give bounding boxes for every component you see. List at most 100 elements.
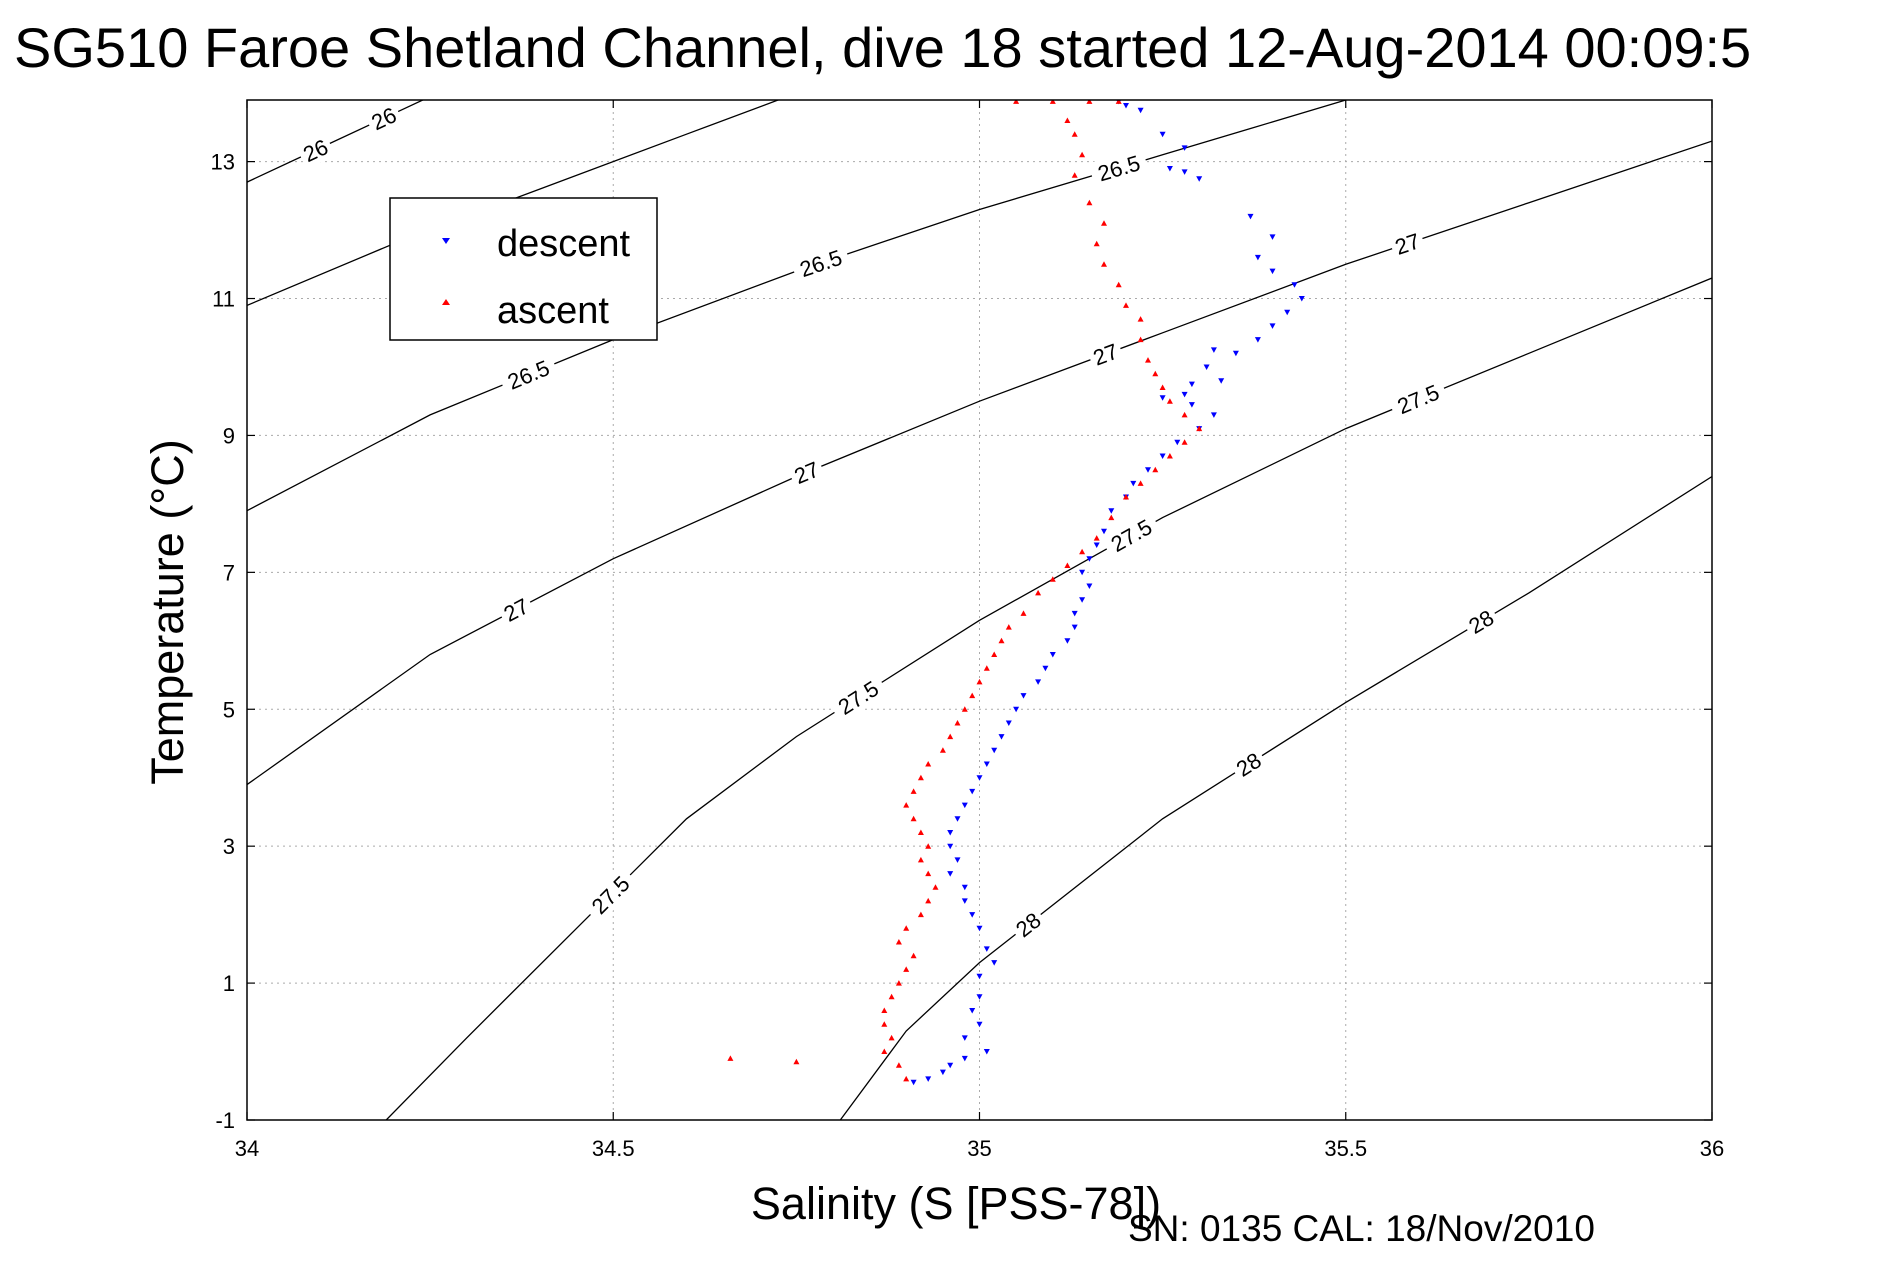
descent-point <box>1181 145 1188 151</box>
ascent-point <box>947 733 954 740</box>
legend: descent ascent <box>389 197 658 341</box>
x-tick-label: 34 <box>235 1136 259 1161</box>
ascent-point <box>1093 240 1100 247</box>
ascent-point <box>925 843 932 849</box>
descent-point <box>998 734 1005 740</box>
descent-point <box>1123 103 1129 109</box>
descent-point <box>983 761 990 767</box>
ascent-point <box>888 1034 895 1041</box>
ascent-point <box>939 747 946 753</box>
x-tick-label: 36 <box>1700 1136 1724 1161</box>
descent-point <box>976 994 983 1000</box>
ascent-point <box>932 884 939 890</box>
ascent-point <box>895 1062 902 1068</box>
descent-point <box>1071 624 1078 631</box>
descent-point <box>983 946 990 952</box>
ascent-point <box>881 1048 888 1054</box>
contour-label-backdrop <box>1228 744 1269 784</box>
ascent-point <box>961 706 968 712</box>
ascent-point <box>910 788 917 794</box>
descent-point <box>961 898 968 904</box>
descent-point <box>1298 296 1305 302</box>
descent-point <box>1210 412 1217 418</box>
ascent-point <box>1093 535 1100 541</box>
descent-point <box>1086 583 1093 589</box>
ascent-point <box>917 856 924 863</box>
descent-point <box>1042 665 1049 672</box>
ascent-point <box>1166 398 1173 404</box>
ascent-point <box>1049 100 1056 104</box>
ascent-point <box>881 1007 888 1013</box>
descent-point <box>1071 610 1078 617</box>
ascent-point <box>1020 610 1027 616</box>
data-points <box>727 100 1305 1086</box>
contour-label-backdrop <box>363 99 404 137</box>
legend-marker-ascent <box>442 299 450 305</box>
contour-label-backdrop <box>1085 336 1125 372</box>
contour-label-backdrop <box>581 865 640 924</box>
ascent-point <box>998 637 1005 644</box>
ascent-point <box>903 966 910 972</box>
ascent-point <box>1035 589 1042 596</box>
descent-point <box>961 1035 968 1041</box>
contour-label-group: 27 <box>1387 226 1427 262</box>
ascent-point <box>1071 172 1078 178</box>
ascent-point <box>917 829 924 835</box>
ascent-point <box>1064 562 1071 568</box>
ascent-point <box>1079 151 1086 158</box>
descent-point <box>1254 254 1261 261</box>
contour-label-backdrop <box>1088 147 1150 189</box>
ascent-point <box>1166 453 1173 459</box>
descent-point <box>976 973 983 980</box>
ascent-point <box>983 665 990 671</box>
descent-point <box>1188 402 1195 408</box>
ascent-point <box>917 774 924 781</box>
contour-label-backdrop <box>495 590 537 629</box>
descent-point <box>954 816 961 822</box>
ascent-point <box>954 720 961 726</box>
density-contour <box>839 475 1712 1120</box>
ascent-point <box>1181 411 1188 418</box>
density-contour <box>247 100 780 306</box>
contour-label-backdrop <box>497 351 560 398</box>
x-tick-label: 35.5 <box>1324 1136 1367 1161</box>
descent-point <box>947 843 954 850</box>
ascent-point <box>1005 624 1012 630</box>
descent-point <box>1079 569 1086 576</box>
descent-point <box>1101 528 1107 535</box>
descent-point <box>1159 131 1166 138</box>
serial-calibration-note: SN: 0135 CAL: 18/Nov/2010 <box>1128 1208 1595 1249</box>
descent-point <box>1130 480 1137 487</box>
ascent-point <box>1049 576 1056 582</box>
ascent-point <box>1079 548 1086 555</box>
y-tick-label: 11 <box>212 287 235 312</box>
descent-point <box>1269 323 1276 329</box>
ascent-point <box>925 897 932 904</box>
descent-point <box>976 925 983 932</box>
contour-label-backdrop <box>786 454 827 491</box>
ascent-point <box>1101 220 1107 226</box>
ascent-point <box>1071 131 1078 137</box>
density-contour <box>247 140 1712 786</box>
y-tick-label: 7 <box>223 560 235 585</box>
density-contour <box>247 100 425 183</box>
contour-label-backdrop <box>1387 376 1449 422</box>
contour-label-backdrop <box>1460 602 1502 641</box>
descent-point <box>1159 453 1166 459</box>
descent-point <box>1269 268 1276 275</box>
ascent-point <box>1108 514 1115 521</box>
legend-marker-descent <box>442 238 450 244</box>
descent-point <box>1145 467 1151 473</box>
y-tick-label: 9 <box>223 423 235 448</box>
contour-label-backdrop <box>1387 226 1427 262</box>
ascent-point <box>727 1055 734 1061</box>
descent-point <box>1247 213 1254 220</box>
legend-box <box>389 197 658 341</box>
descent-point <box>1079 597 1086 603</box>
descent-point <box>969 1008 976 1014</box>
legend-entry-ascent: ascent <box>497 290 609 332</box>
descent-point <box>1035 679 1042 685</box>
ascent-point <box>1115 100 1122 104</box>
